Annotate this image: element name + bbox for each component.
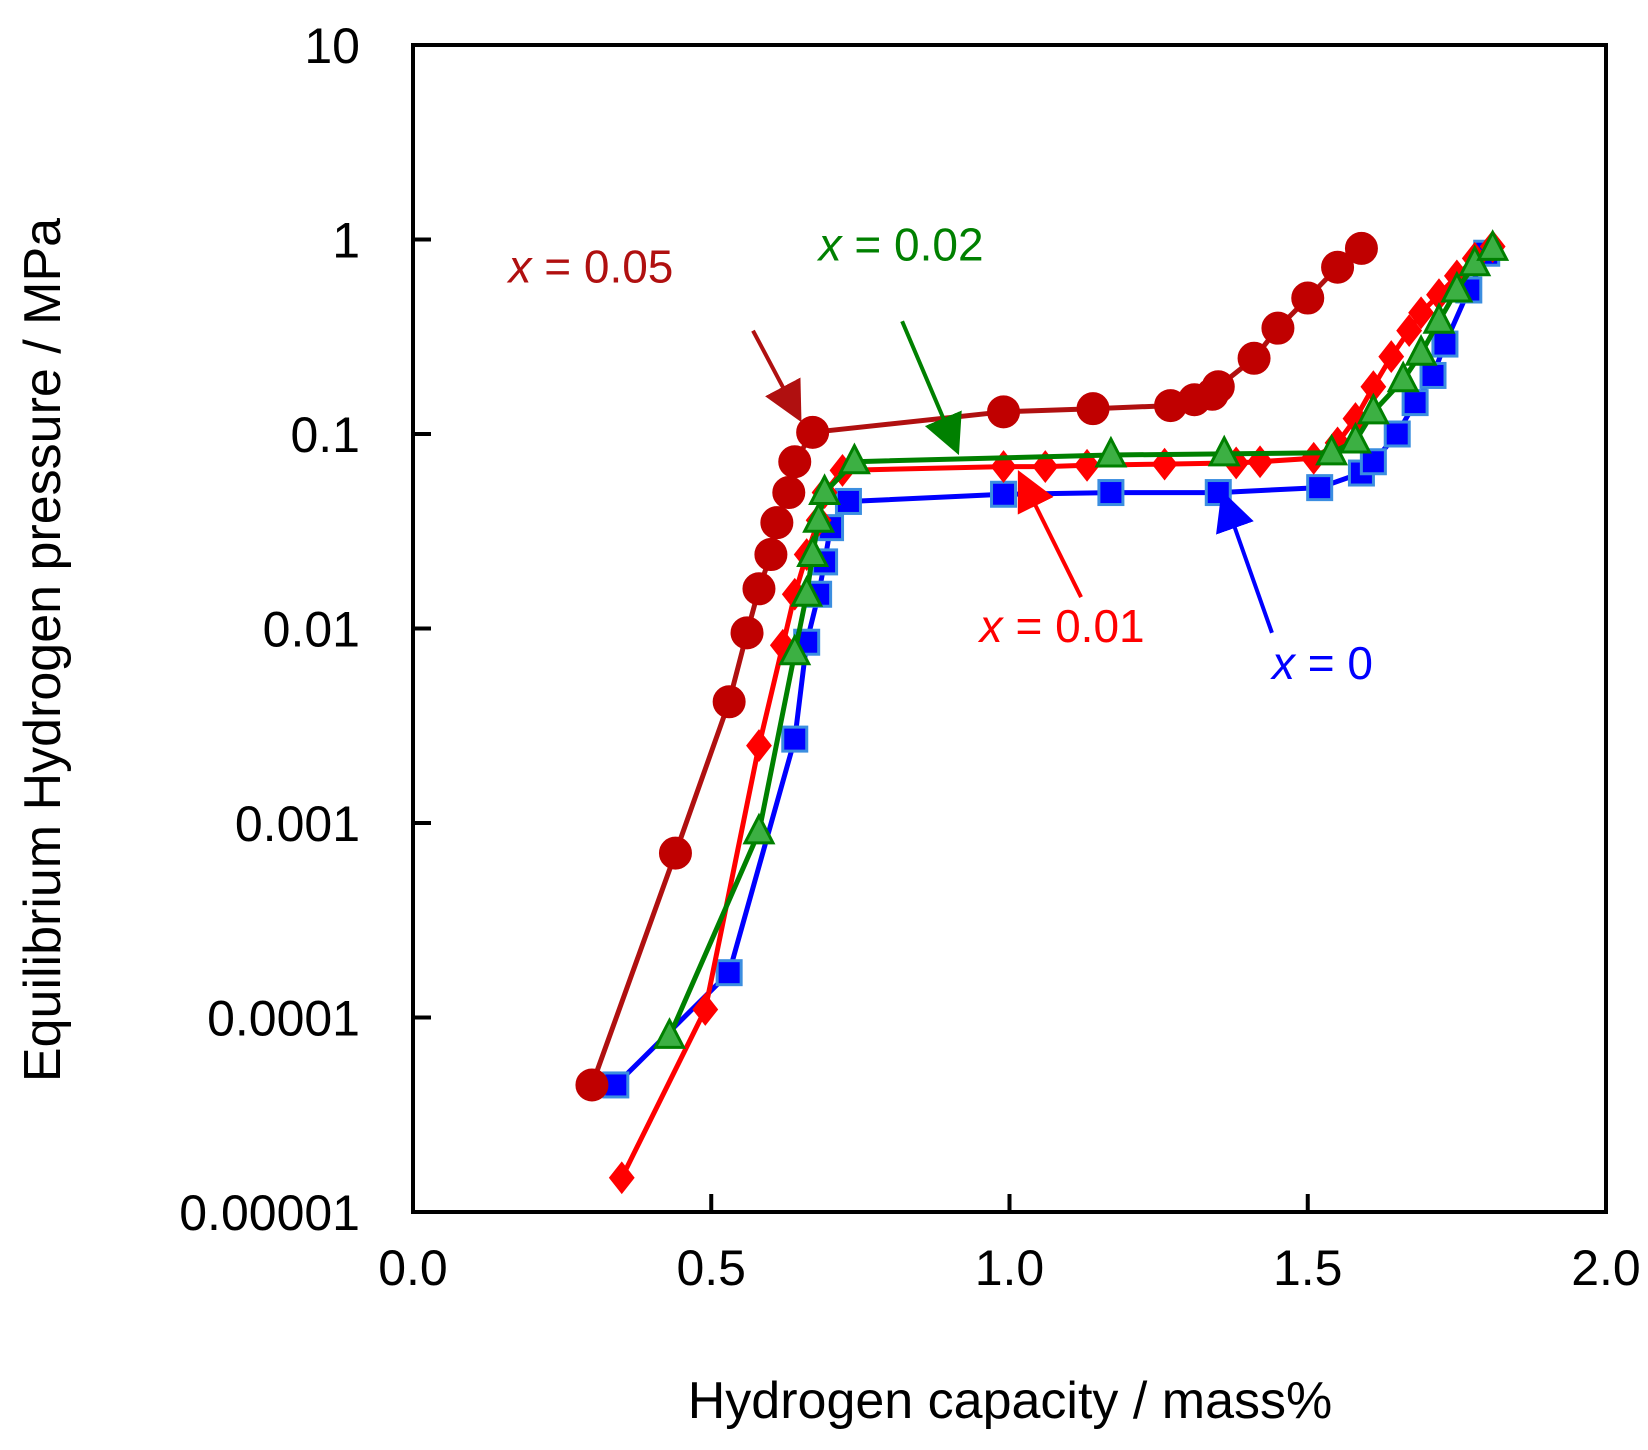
series-x-0-02	[653, 229, 1510, 1049]
data-point-x-0-02	[1404, 334, 1438, 366]
data-point-x-0-02	[742, 812, 776, 845]
data-point-x-0	[1431, 330, 1459, 358]
series-label-value: = 0.01	[1003, 600, 1145, 652]
x-tick-label: 1.0	[975, 1240, 1045, 1296]
data-point-x-0-05	[754, 538, 788, 572]
data-point-x-0-05	[742, 572, 776, 606]
annotation-arrow-x-0-02	[900, 320, 962, 456]
data-point-x-0	[1306, 474, 1334, 502]
data-point-x-0-01	[1408, 296, 1434, 330]
data-point-x-0	[1401, 389, 1429, 417]
y-tick-label: 0.01	[263, 602, 360, 658]
series-label-value: = 0.05	[531, 241, 673, 293]
x-axis-title: Hydrogen capacity / mass%	[688, 1372, 1333, 1430]
data-point-x-0-05	[778, 445, 812, 479]
data-point-x-0-02	[802, 501, 836, 533]
annotation-arrow-x-0-01	[1017, 469, 1083, 599]
series-label-value: = 0	[1295, 637, 1373, 689]
data-point-x-0	[1097, 479, 1125, 507]
data-point-x-0-05	[1201, 370, 1235, 404]
series-label-variable: x	[817, 218, 844, 270]
series-layer	[575, 229, 1510, 1195]
data-point-x-0-01	[1378, 340, 1405, 374]
data-point-x-0-02	[837, 442, 871, 475]
data-point-x-0	[715, 959, 743, 987]
data-point-x-0-02	[1422, 301, 1456, 334]
series-line-x-0-05	[589, 246, 1363, 1086]
data-point-x-0-05	[987, 395, 1021, 429]
series-label-variable: x	[978, 600, 1005, 652]
data-point-x-0-01	[1074, 448, 1100, 482]
data-point-x-0-05	[575, 1068, 609, 1102]
series-x-0-05	[575, 231, 1378, 1102]
y-tick-label: 0.1	[290, 407, 360, 463]
data-point-x-0	[781, 725, 809, 753]
y-tick-label: 1	[332, 213, 360, 269]
y-axis-title: Equilibrium Hydrogen pressure / MPa	[14, 218, 72, 1082]
series-label-variable: x	[1270, 637, 1297, 689]
series-label-variable: x	[506, 241, 533, 293]
y-tick-label: 0.0001	[207, 991, 360, 1047]
x-tick-label: 1.5	[1273, 1240, 1343, 1296]
data-point-x-0-02	[1440, 270, 1474, 303]
y-tick-label: 0.001	[235, 796, 360, 852]
data-point-x-0-02	[1386, 360, 1420, 393]
data-point-x-0-01	[692, 993, 719, 1026]
annotation-layer: x = 0.05 x = 0.02x = 0.01x = 0	[506, 218, 1373, 689]
data-point-x-0-02	[1356, 392, 1390, 425]
data-point-x-0-05	[730, 616, 764, 650]
data-point-x-0-05	[760, 506, 794, 540]
data-point-x-0-01	[1151, 447, 1178, 481]
data-point-x-0-05	[1321, 250, 1355, 284]
data-point-x-0-05	[712, 685, 746, 719]
data-point-x-0-02	[1339, 421, 1372, 454]
data-point-x-0-02	[796, 535, 830, 568]
data-point-x-0	[1419, 361, 1447, 389]
series-x-0-01	[608, 230, 1506, 1195]
series-label-x-0-05: x = 0.05	[506, 241, 673, 293]
data-point-x-0-01	[1396, 314, 1423, 348]
data-point-x-0-02	[778, 633, 812, 666]
annotation-arrow-x-0-05	[751, 329, 802, 423]
data-point-x-0-01	[608, 1161, 635, 1195]
data-point-x-0-05	[772, 476, 806, 510]
data-point-x-0	[1383, 420, 1411, 448]
data-point-x-0-05	[1344, 231, 1378, 265]
x-tick-label: 2.0	[1571, 1240, 1641, 1296]
y-tick-label: 10	[304, 18, 360, 74]
series-label-x-0-02: x = 0.02	[817, 218, 984, 270]
data-point-x-0-05	[796, 415, 830, 449]
data-point-x-0-05	[1261, 311, 1295, 345]
data-point-x-0-02	[653, 1017, 686, 1049]
data-point-x-0-05	[658, 836, 692, 870]
x-tick-label: 0.0	[378, 1240, 448, 1296]
x-tick-label: 0.5	[676, 1240, 746, 1296]
data-point-x-0-05	[1076, 392, 1110, 426]
y-axis-ticks: 0.00001 0.0001 0.001 0.01 0.1 1 10	[179, 18, 431, 1241]
series-label-x-0: x = 0	[1270, 637, 1373, 689]
series-label-x-0-01: x = 0.01	[978, 600, 1145, 652]
data-point-x-0-05	[1291, 281, 1325, 315]
data-point-x-0-02	[808, 473, 842, 506]
data-point-x-0-02	[1207, 434, 1241, 467]
data-point-x-0-02	[790, 574, 824, 607]
data-point-x-0-02	[1315, 433, 1349, 466]
data-point-x-0-05	[1237, 341, 1271, 375]
data-point-x-0-02	[1458, 244, 1492, 277]
data-point-x-0	[990, 480, 1018, 508]
data-point-x-0-02	[1476, 229, 1510, 261]
data-point-x-0-01	[746, 729, 772, 763]
series-label-value: = 0.02	[842, 218, 984, 270]
data-point-x-0	[1359, 448, 1387, 476]
x-axis-ticks: 0.0 0.5 1.0 1.5 2.0	[378, 1194, 1641, 1296]
data-point-x-0-02	[1094, 435, 1128, 468]
annotation-arrow-x-0	[1216, 490, 1274, 634]
y-tick-label: 0.00001	[179, 1185, 360, 1241]
data-point-x-0	[834, 487, 862, 515]
